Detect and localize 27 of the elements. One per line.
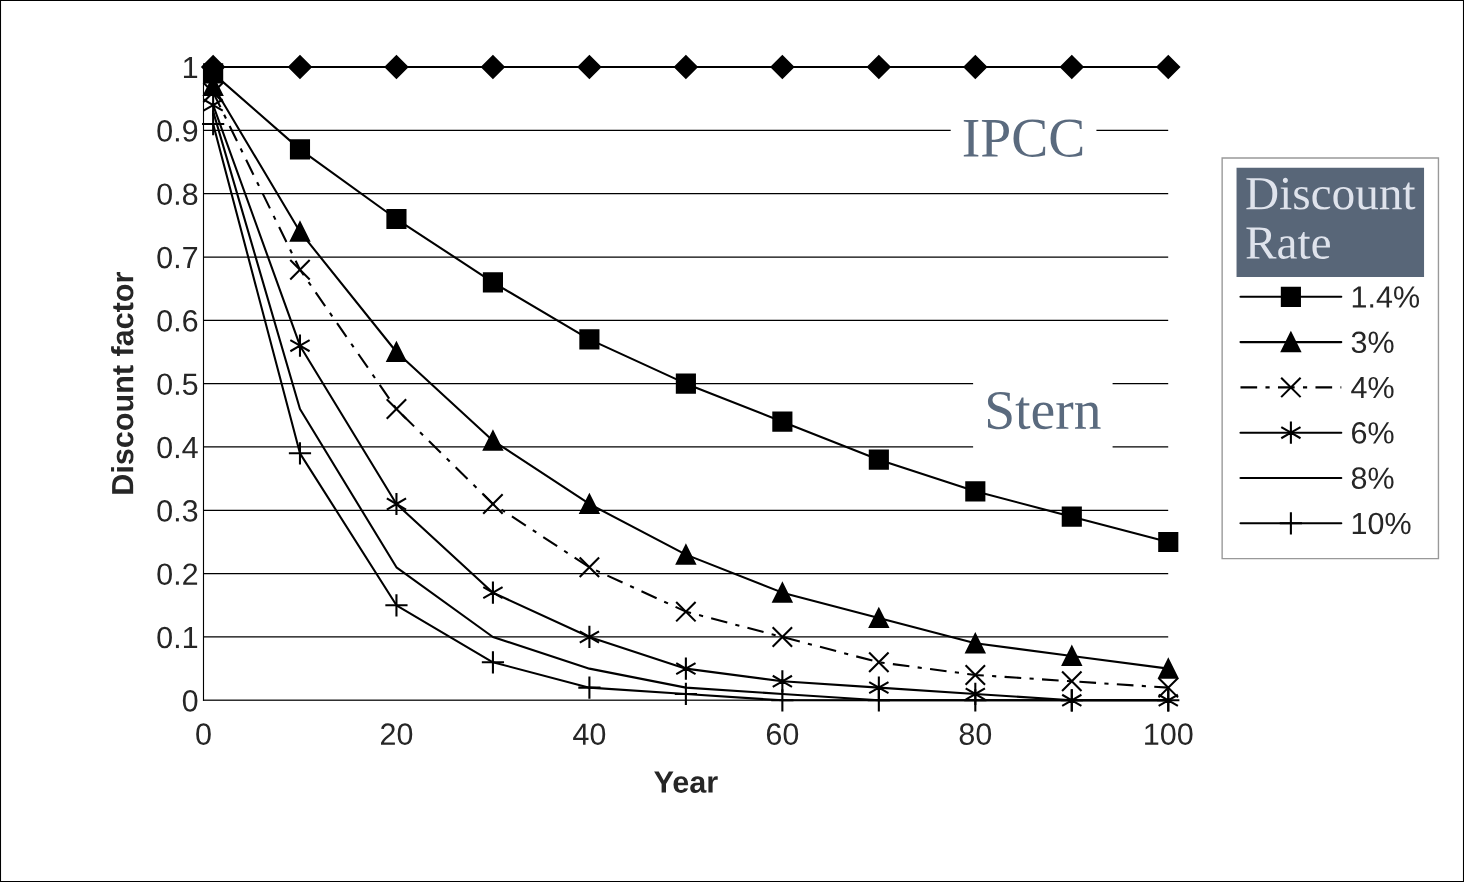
- legend-label: 3%: [1351, 331, 1394, 354]
- legend-title: Discount Rate: [1246, 177, 1416, 259]
- y-tick-label: 0.2: [157, 563, 198, 586]
- annotation: Stern: [987, 391, 1101, 430]
- y-axis-title: Discount factor: [111, 272, 134, 494]
- y-tick-label: 0.8: [157, 183, 198, 206]
- x-tick-label: 40: [573, 723, 606, 745]
- x-tick-label: 60: [766, 723, 799, 745]
- x-axis-title: Year: [654, 771, 718, 793]
- x-tick-label: 20: [381, 723, 413, 745]
- y-tick-label: 0.5: [157, 373, 198, 396]
- legend-label: 6%: [1352, 422, 1394, 444]
- y-tick-label: 0: [182, 690, 198, 712]
- legend-label: 4%: [1351, 376, 1394, 399]
- x-tick-label: 100: [1145, 723, 1193, 745]
- x-tick-label: 80: [959, 723, 992, 745]
- y-tick-label: 0.1: [157, 626, 198, 649]
- y-tick-label: 0.7: [157, 246, 198, 269]
- y-tick-label: 1: [183, 57, 198, 79]
- legend-label: 10%: [1352, 512, 1411, 535]
- y-tick-label: 0.9: [157, 120, 198, 142]
- legend-label: 1.4%: [1352, 286, 1420, 308]
- annotation: IPCC: [963, 119, 1083, 157]
- y-tick-label: 0.3: [157, 500, 198, 522]
- legend-label: 8%: [1351, 467, 1394, 489]
- y-tick-label: 0.6: [157, 310, 198, 332]
- y-tick-label: 0.4: [157, 436, 198, 459]
